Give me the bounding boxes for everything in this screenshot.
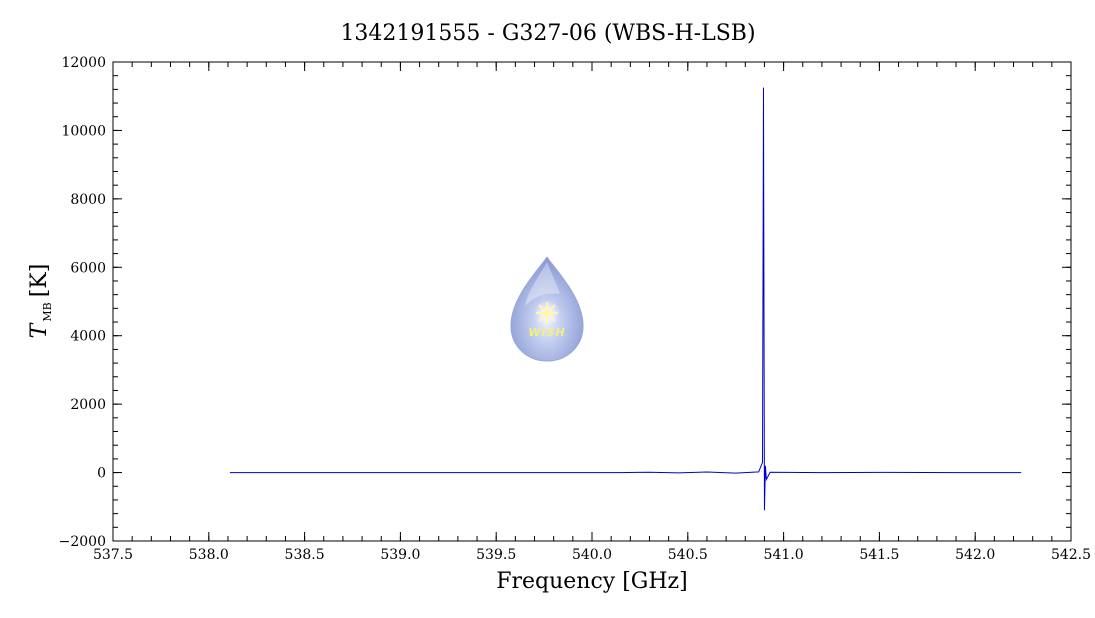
y-tick-label: 6000	[70, 260, 106, 276]
plot-area	[112, 61, 1072, 542]
x-tick-label: 540.0	[572, 547, 612, 563]
y-axis-label: TMB [K]	[27, 264, 54, 339]
y-tick-label: 2000	[70, 397, 106, 413]
x-tick-label: 542.5	[1051, 547, 1091, 563]
y-axis-label-subscript: MB	[41, 302, 54, 321]
x-tick-label: 542.0	[955, 547, 995, 563]
x-tick-label: 537.5	[93, 547, 133, 563]
spectrum-line	[229, 87, 1022, 511]
y-tick-label: −2000	[59, 534, 106, 550]
plot-frame	[112, 61, 1072, 542]
x-tick-label: 539.5	[476, 547, 516, 563]
y-axis-label-unit: [K]	[27, 264, 52, 298]
chart-title: 1342191555 - G327-06 (WBS-H-LSB)	[340, 21, 755, 46]
x-axis-label: Frequency [GHz]	[496, 569, 688, 594]
x-tick-label: 541.0	[764, 547, 804, 563]
star-icon	[536, 302, 558, 324]
wish-logo: WISH	[510, 256, 584, 362]
wish-logo-text: WISH	[528, 326, 565, 339]
y-axis: −2000 0 2000 4000 6000 8000 10000 12000	[59, 55, 1071, 550]
y-tick-label: 12000	[61, 55, 106, 71]
svg-text:TMB[K]: TMB [K]	[27, 264, 54, 339]
series-layer	[229, 87, 1022, 511]
x-axis: 537.5 538.0 538.5 539.0 539.5 540.0 540.5 541.0…	[93, 62, 1091, 563]
x-tick-label: 540.5	[668, 547, 708, 563]
y-axis-label-symbol: T	[27, 321, 52, 338]
y-tick-label: 0	[97, 466, 106, 482]
y-tick-label: 8000	[70, 192, 106, 208]
x-tick-label: 538.0	[189, 547, 229, 563]
x-tick-label: 541.5	[859, 547, 899, 563]
x-tick-label: 538.5	[285, 547, 325, 563]
x-tick-label: 539.0	[380, 547, 420, 563]
y-tick-label: 4000	[70, 329, 106, 345]
y-tick-label: 10000	[61, 123, 106, 139]
